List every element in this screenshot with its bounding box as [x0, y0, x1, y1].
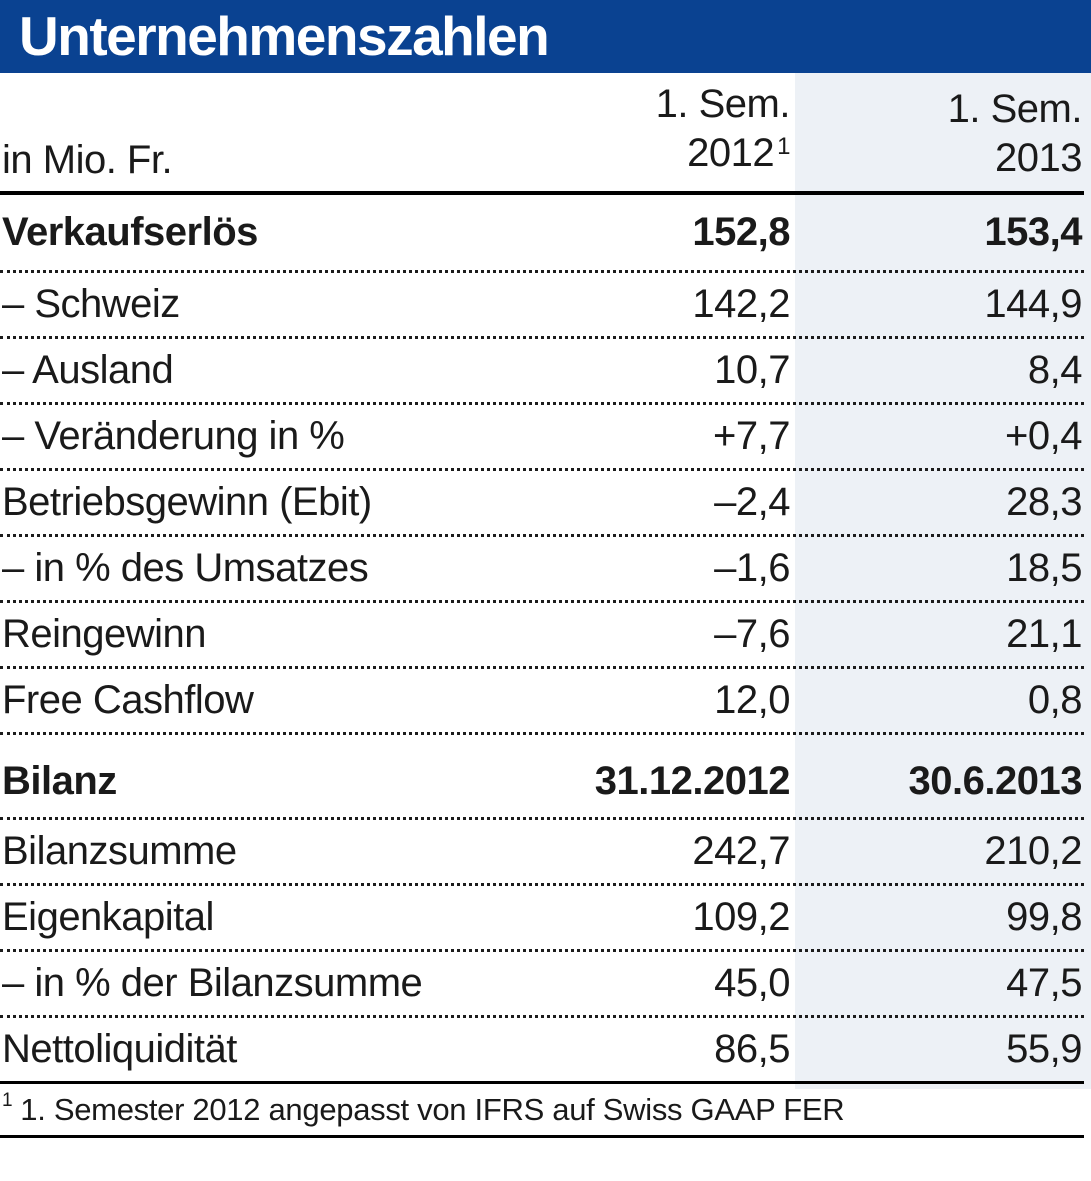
row-label: – in % der Bilanzsumme — [2, 961, 423, 1005]
value-2013: 8,4 — [1027, 348, 1083, 392]
table-content: in Mio. Fr. 1. Sem. 2012 1 1. Sem. 2013 V… — [0, 73, 1091, 1138]
value-2012: 109,2 — [692, 895, 790, 939]
value-2012: 242,7 — [692, 829, 790, 873]
value-2013: 210,2 — [984, 829, 1082, 873]
column-header-2012-line1: 1. Sem. — [655, 82, 791, 126]
value-2013: 28,3 — [1006, 480, 1082, 524]
value-2012: 31.12.2012 — [594, 759, 791, 803]
value-2012: +7,7 — [713, 414, 790, 458]
table-row-verkaufserloes: Verkaufserlös 152,8 153,4 — [0, 195, 1084, 273]
table-row-betriebsgewinn: Betriebsgewinn (Ebit) –2,4 28,3 — [0, 471, 1084, 537]
value-2012: 10,7 — [714, 348, 790, 392]
row-label: – in % des Umsatzes — [2, 546, 369, 590]
row-label: Reingewinn — [2, 612, 207, 656]
value-2013: 47,5 — [1006, 961, 1082, 1005]
value-2013: 21,1 — [1006, 612, 1082, 656]
row-label: Betriebsgewinn (Ebit) — [2, 480, 372, 524]
value-2012: 86,5 — [714, 1027, 790, 1071]
footnote-sup: 1 — [2, 1089, 13, 1111]
unit-label: in Mio. Fr. — [2, 138, 173, 182]
table-row-reingewinn: Reingewinn –7,6 21,1 — [0, 603, 1084, 669]
row-label: Free Cashflow — [2, 678, 254, 722]
value-2012: 45,0 — [714, 961, 790, 1005]
row-label: Eigenkapital — [2, 895, 214, 939]
table-row-veraenderung: – Veränderung in % +7,7 +0,4 — [0, 405, 1084, 471]
value-2013: 144,9 — [984, 282, 1082, 326]
row-label: Bilanz — [2, 759, 117, 803]
row-label: – Ausland — [2, 348, 174, 392]
value-2013: 55,9 — [1006, 1027, 1082, 1071]
column-header-2013-line1: 1. Sem. — [947, 87, 1083, 131]
table-row-umsatz-prozent: – in % des Umsatzes –1,6 18,5 — [0, 537, 1084, 603]
value-2013: +0,4 — [1005, 414, 1082, 458]
value-2012: –1,6 — [714, 546, 790, 590]
table-row-bilanz-header: Bilanz 31.12.2012 30.6.2013 — [0, 735, 1084, 820]
row-label: Nettoliquidität — [2, 1027, 237, 1071]
column-header-2013-line2: 2013 — [995, 136, 1082, 180]
column-header-2013: 1. Sem. 2013 — [794, 85, 1083, 183]
value-2013: 0,8 — [1027, 678, 1083, 722]
value-2013: 30.6.2013 — [908, 759, 1083, 803]
table-row-bilanzsumme: Bilanzsumme 242,7 210,2 — [0, 820, 1084, 886]
table-row-schweiz: – Schweiz 142,2 144,9 — [0, 273, 1084, 339]
value-2012: 12,0 — [714, 678, 790, 722]
value-2012: 152,8 — [692, 210, 790, 254]
footnote-text: 1. Semester 2012 angepasst von IFRS auf … — [20, 1091, 845, 1127]
row-label: Bilanzsumme — [2, 829, 237, 873]
table-row-eigenkapital: Eigenkapital 109,2 99,8 — [0, 886, 1084, 952]
footnote: 1 1. Semester 2012 angepasst von IFRS au… — [0, 1084, 1084, 1138]
column-header-2012-line2: 2012 1 — [687, 131, 790, 175]
row-label: Verkaufserlös — [2, 210, 258, 254]
highlight-column-2013 — [795, 73, 1091, 1089]
table-row-ausland: – Ausland 10,7 8,4 — [0, 339, 1084, 405]
value-2013: 153,4 — [984, 210, 1082, 254]
column-header-2012: 1. Sem. 2012 1 — [490, 80, 791, 183]
value-2012: 142,2 — [692, 282, 790, 326]
table-row-free-cashflow: Free Cashflow 12,0 0,8 — [0, 669, 1084, 735]
row-label: – Schweiz — [2, 282, 180, 326]
page-title: Unternehmenszahlen — [19, 5, 550, 67]
title-bar: Unternehmenszahlen — [0, 0, 1091, 73]
value-2012: –2,4 — [714, 480, 790, 524]
value-2013: 99,8 — [1006, 895, 1082, 939]
table-row-nettoliquiditaet: Nettoliquidität 86,5 55,9 — [0, 1018, 1084, 1084]
table-header-row: in Mio. Fr. 1. Sem. 2012 1 1. Sem. 2013 — [0, 73, 1084, 195]
value-2013: 18,5 — [1006, 546, 1082, 590]
table-row-bilanzsumme-prozent: – in % der Bilanzsumme 45,0 47,5 — [0, 952, 1084, 1018]
row-label: – Veränderung in % — [2, 414, 345, 458]
footnote-marker: 1 — [777, 133, 790, 160]
value-2012: –7,6 — [714, 612, 790, 656]
figures-table: in Mio. Fr. 1. Sem. 2012 1 1. Sem. 2013 V… — [0, 73, 1091, 1138]
